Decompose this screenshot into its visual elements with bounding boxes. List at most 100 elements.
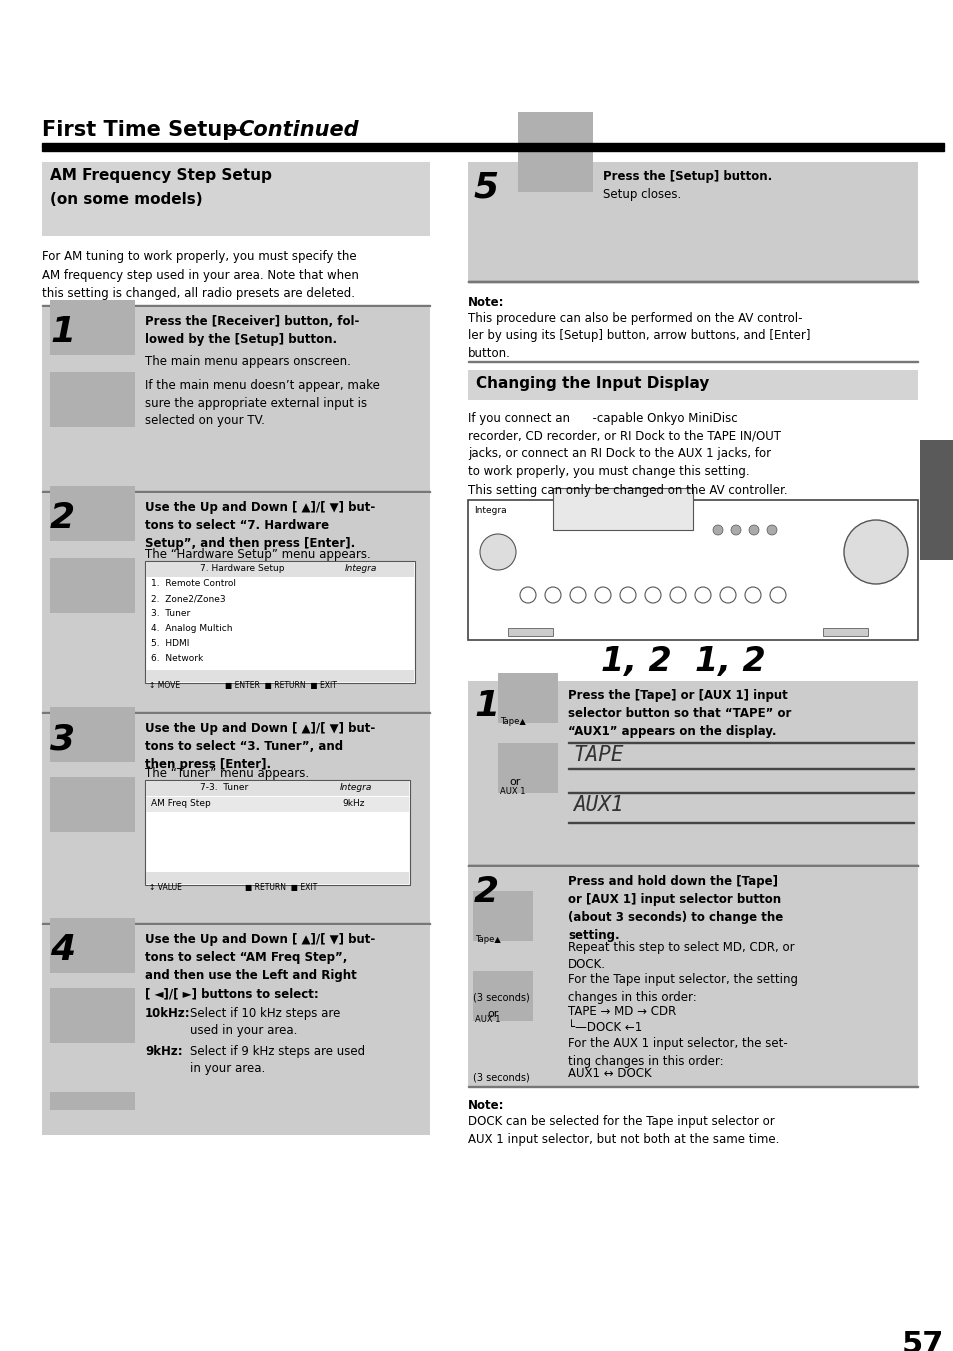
Bar	[42, 925, 430, 1135]
Circle shape	[619, 586, 636, 603]
Text: For the Tape input selector, the setting
changes in this order:: For the Tape input selector, the setting…	[567, 973, 797, 1004]
Text: For AM tuning to work properly, you must specify the
AM frequency step used in y: For AM tuning to work properly, you must…	[42, 250, 358, 300]
Text: (3 seconds): (3 seconds)	[473, 1071, 529, 1082]
Bar	[497, 743, 558, 793]
Text: ■ RETURN  ■ EXIT: ■ RETURN ■ EXIT	[245, 884, 317, 892]
Text: Continued: Continued	[237, 120, 358, 141]
Bar	[42, 162, 430, 236]
Bar	[42, 307, 430, 492]
Bar	[50, 558, 135, 613]
Text: ↕ VALUE: ↕ VALUE	[149, 884, 182, 892]
Circle shape	[744, 586, 760, 603]
Bar	[146, 781, 409, 796]
Text: or: or	[509, 777, 520, 788]
Text: Tape▲: Tape▲	[475, 935, 500, 944]
Text: AUX1: AUX1	[573, 794, 623, 815]
Bar	[507, 628, 553, 636]
Bar	[146, 797, 409, 812]
Text: └—DOCK ←1: └—DOCK ←1	[567, 1021, 641, 1034]
Circle shape	[479, 534, 516, 570]
Circle shape	[519, 586, 536, 603]
Text: Tape▲: Tape▲	[499, 717, 525, 725]
Text: Repeat this step to select MD, CDR, or
DOCK.: Repeat this step to select MD, CDR, or D…	[567, 942, 794, 971]
Text: Integra: Integra	[474, 507, 506, 515]
Text: ↕ MOVE: ↕ MOVE	[149, 681, 180, 690]
Bar	[553, 488, 692, 530]
Text: 5.  HDMI: 5. HDMI	[151, 639, 190, 648]
Bar	[50, 1092, 135, 1111]
Text: First Time Setup: First Time Setup	[42, 120, 237, 141]
Text: If you connect an      -capable Onkyo MiniDisc
recorder, CD recorder, or RI Dock: If you connect an -capable Onkyo MiniDis…	[468, 412, 781, 477]
Text: 2.  Zone2/Zone3: 2. Zone2/Zone3	[151, 594, 226, 603]
Text: This procedure can also be performed on the AV control-
ler by using its [Setup]: This procedure can also be performed on …	[468, 312, 810, 359]
Text: ■ ENTER  ■ RETURN  ■ EXIT: ■ ENTER ■ RETURN ■ EXIT	[225, 681, 336, 690]
Bar	[468, 162, 917, 282]
Text: 5: 5	[474, 170, 498, 204]
Bar	[50, 300, 135, 355]
Text: AM Frequency Step Setup: AM Frequency Step Setup	[50, 168, 272, 182]
Text: TAPE: TAPE	[573, 744, 623, 765]
Text: 1: 1	[50, 315, 75, 349]
Text: 10kHz:: 10kHz:	[145, 1006, 191, 1020]
Text: 2: 2	[474, 875, 498, 909]
Text: 3: 3	[50, 721, 75, 757]
Bar	[50, 486, 135, 540]
Text: AUX 1: AUX 1	[499, 788, 525, 796]
Bar	[42, 713, 430, 924]
Circle shape	[712, 526, 722, 535]
Text: —: —	[225, 120, 246, 141]
Bar	[146, 871, 409, 884]
Bar	[42, 143, 943, 149]
Bar	[468, 681, 917, 866]
Text: Press the [Receiver] button, fol-
lowed by the [Setup] button.: Press the [Receiver] button, fol- lowed …	[145, 315, 359, 346]
Text: Select if 9 kHz steps are used
in your area.: Select if 9 kHz steps are used in your a…	[190, 1046, 365, 1075]
Text: 7-3.  Tuner: 7-3. Tuner	[200, 784, 248, 792]
Bar	[50, 372, 135, 427]
Bar	[468, 867, 917, 1088]
Bar	[50, 707, 135, 762]
Text: AUX1 ↔ DOCK: AUX1 ↔ DOCK	[567, 1067, 651, 1079]
Text: Setup closes.: Setup closes.	[602, 188, 680, 201]
Text: 9kHz:: 9kHz:	[145, 1046, 182, 1058]
Text: 1.  Remote Control: 1. Remote Control	[151, 580, 235, 588]
Bar	[468, 500, 917, 640]
Circle shape	[595, 586, 610, 603]
Text: Note:: Note:	[468, 1098, 504, 1112]
Text: Press the [Setup] button.: Press the [Setup] button.	[602, 170, 771, 182]
Bar	[50, 988, 135, 1043]
Text: 1, 2  1, 2: 1, 2 1, 2	[600, 644, 764, 678]
Text: (on some models): (on some models)	[50, 192, 202, 207]
Circle shape	[720, 586, 735, 603]
Text: 1: 1	[474, 689, 498, 723]
Bar	[517, 112, 593, 192]
Text: Use the Up and Down [ ▲]/[ ▼] but-
tons to select “7. Hardware
Setup”, and then : Use the Up and Down [ ▲]/[ ▼] but- tons …	[145, 501, 375, 550]
Text: AUX 1: AUX 1	[475, 1015, 500, 1024]
Text: Select if 10 kHz steps are
used in your area.: Select if 10 kHz steps are used in your …	[190, 1006, 340, 1038]
Bar	[145, 561, 415, 684]
Text: (3 seconds): (3 seconds)	[473, 993, 529, 1002]
Text: 4.  Analog Multich: 4. Analog Multich	[151, 624, 233, 634]
Bar	[468, 370, 917, 400]
Circle shape	[748, 526, 759, 535]
Text: Use the Up and Down [ ▲]/[ ▼] but-
tons to select “3. Tuner”, and
then press [En: Use the Up and Down [ ▲]/[ ▼] but- tons …	[145, 721, 375, 771]
Text: Press the [Tape] or [AUX 1] input
selector button so that “TAPE” or
“AUX1” appea: Press the [Tape] or [AUX 1] input select…	[567, 689, 791, 738]
Text: 7. Hardware Setup: 7. Hardware Setup	[200, 563, 284, 573]
Text: or: or	[487, 1009, 498, 1019]
Text: 4: 4	[50, 934, 75, 967]
Text: DOCK can be selected for the Tape input selector or
AUX 1 input selector, but no: DOCK can be selected for the Tape input …	[468, 1115, 779, 1146]
Text: Note:: Note:	[468, 296, 504, 309]
Text: Changing the Input Display: Changing the Input Display	[476, 376, 709, 390]
Bar	[919, 440, 953, 561]
Circle shape	[669, 586, 685, 603]
Circle shape	[544, 586, 560, 603]
Text: Integra: Integra	[339, 784, 372, 792]
Bar	[42, 149, 943, 151]
Text: 57: 57	[901, 1329, 943, 1351]
Bar	[146, 562, 414, 577]
Text: Press and hold down the [Tape]
or [AUX 1] input selector button
(about 3 seconds: Press and hold down the [Tape] or [AUX 1…	[567, 875, 782, 942]
Bar	[50, 917, 135, 973]
Circle shape	[766, 526, 776, 535]
Bar	[473, 971, 533, 1021]
Bar	[50, 777, 135, 832]
Bar	[497, 673, 558, 723]
